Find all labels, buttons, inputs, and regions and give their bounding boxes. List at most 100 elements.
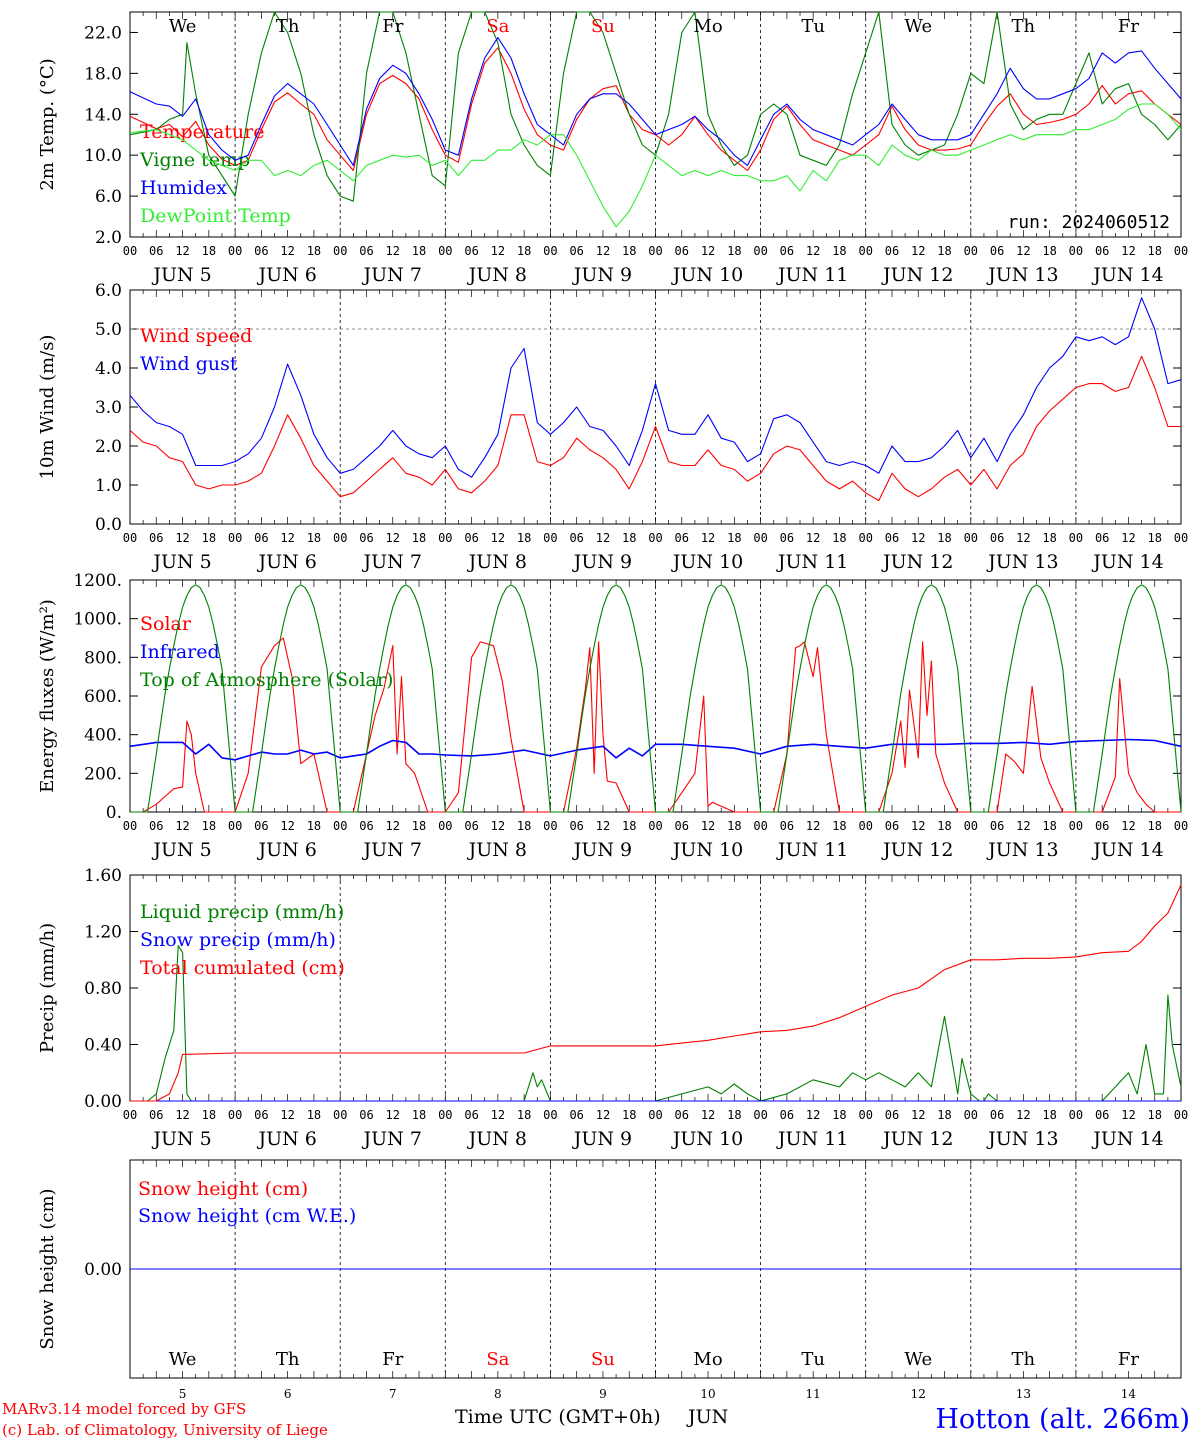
hour-label: 00	[123, 1108, 137, 1122]
weekday-label: Fr	[1118, 16, 1139, 37]
hour-label: 18	[1147, 1108, 1161, 1122]
hour-label: 12	[911, 819, 925, 833]
hour-label: 00	[438, 1108, 452, 1122]
y-tick-label: 0.40	[84, 1036, 122, 1056]
date-label: JUN 5	[151, 551, 211, 573]
hour-label: 18	[937, 819, 951, 833]
date-label: JUN 14	[1091, 839, 1163, 861]
hour-label: 18	[1147, 531, 1161, 545]
hour-label: 06	[1095, 819, 1109, 833]
hour-label: 00	[1174, 531, 1188, 545]
day-number: 14	[1121, 1387, 1137, 1401]
y-tick-label: 1000.	[73, 610, 122, 630]
hour-label: 12	[1121, 819, 1135, 833]
hour-label: 18	[1147, 819, 1161, 833]
date-label: JUN 5	[151, 264, 211, 286]
hour-label: 12	[1121, 1108, 1135, 1122]
series-line-infrared	[129, 738, 1182, 761]
hour-label: 12	[806, 531, 820, 545]
day-number: 8	[494, 1387, 502, 1401]
hour-label: 06	[675, 244, 689, 258]
hour-label: 18	[832, 819, 846, 833]
y-tick-label: 0.00	[84, 1092, 122, 1112]
y-tick-label: 400.	[84, 726, 122, 746]
hour-label: 12	[175, 1108, 189, 1122]
plot-frame	[129, 11, 1182, 238]
x-axis-title: Time UTC (GMT+0h)	[455, 1406, 661, 1428]
date-label: JUN 14	[1091, 1128, 1163, 1150]
hour-label: 18	[937, 531, 951, 545]
hour-label: 18	[727, 531, 741, 545]
y-tick-label: 200.	[84, 764, 122, 784]
date-label: JUN 12	[881, 264, 953, 286]
date-label: JUN 6	[256, 1128, 316, 1150]
hour-label: 06	[990, 531, 1004, 545]
hour-label: 06	[675, 531, 689, 545]
hour-label: 12	[701, 819, 715, 833]
station-title: Hotton (alt. 266m)	[935, 1404, 1190, 1435]
date-label: JUN 9	[572, 839, 632, 861]
series-line-temperature	[129, 47, 1182, 172]
hour-label: 18	[832, 1108, 846, 1122]
hour-label: 18	[832, 531, 846, 545]
hour-label: 00	[543, 1108, 557, 1122]
weekday-label: Fr	[382, 1349, 403, 1370]
hour-label: 06	[359, 1108, 373, 1122]
hour-label: 00	[543, 819, 557, 833]
date-label: JUN 5	[151, 839, 211, 861]
hour-label: 00	[228, 244, 242, 258]
date-label: JUN 7	[362, 1128, 422, 1150]
hour-label: 00	[1069, 1108, 1083, 1122]
hour-label: 12	[386, 531, 400, 545]
hour-label: 06	[464, 819, 478, 833]
hour-label: 12	[701, 531, 715, 545]
weekday-label: We	[904, 16, 932, 37]
y-tick-label: 1.60	[84, 866, 122, 886]
hour-label: 12	[596, 819, 610, 833]
hour-label: 12	[386, 1108, 400, 1122]
legend-entry: Snow height (cm)	[138, 1178, 308, 1200]
legend-entry: Humidex	[140, 177, 227, 199]
hour-label: 12	[806, 819, 820, 833]
date-label: JUN 13	[986, 1128, 1058, 1150]
day-number: 13	[1016, 1387, 1031, 1401]
hour-label: 00	[123, 244, 137, 258]
hour-label: 06	[780, 531, 794, 545]
hour-label: 12	[175, 531, 189, 545]
y-tick-label: 6.0	[95, 281, 122, 301]
hour-label: 18	[622, 244, 636, 258]
hour-label: 18	[937, 244, 951, 258]
date-label: JUN 9	[572, 1128, 632, 1150]
date-label: JUN 6	[256, 551, 316, 573]
y-axis-label: Precip (mm/h)	[37, 923, 58, 1053]
weekday-label: Su	[591, 1349, 615, 1370]
hour-label: 00	[228, 819, 242, 833]
hour-label: 12	[911, 1108, 925, 1122]
hour-label: 06	[1095, 531, 1109, 545]
hour-label: 06	[464, 531, 478, 545]
hour-label: 00	[228, 531, 242, 545]
y-axis-label: 10m Wind (m/s)	[37, 335, 58, 480]
series-line-total-cumulated-cm-	[130, 884, 1182, 1102]
date-label: JUN 14	[1091, 264, 1163, 286]
hour-label: 00	[228, 1108, 242, 1122]
hour-label: 12	[596, 244, 610, 258]
weekday-label: Su	[591, 16, 615, 37]
weekday-label: Tu	[801, 16, 825, 37]
hour-label: 06	[885, 531, 899, 545]
hour-label: 00	[123, 819, 137, 833]
weekday-label: Th	[276, 16, 300, 37]
day-number: 5	[179, 1387, 187, 1401]
run-label: run: 2024060512	[1007, 212, 1170, 233]
hour-label: 12	[280, 244, 294, 258]
hour-label: 00	[858, 819, 872, 833]
date-label: JUN 8	[467, 264, 527, 286]
hour-label: 00	[648, 244, 662, 258]
y-tick-label: 18.0	[84, 64, 122, 84]
hour-label: 12	[1121, 244, 1135, 258]
hour-label: 06	[885, 819, 899, 833]
hour-label: 12	[491, 244, 505, 258]
x-axis-month: JUN	[686, 1406, 728, 1428]
hour-label: 00	[858, 1108, 872, 1122]
